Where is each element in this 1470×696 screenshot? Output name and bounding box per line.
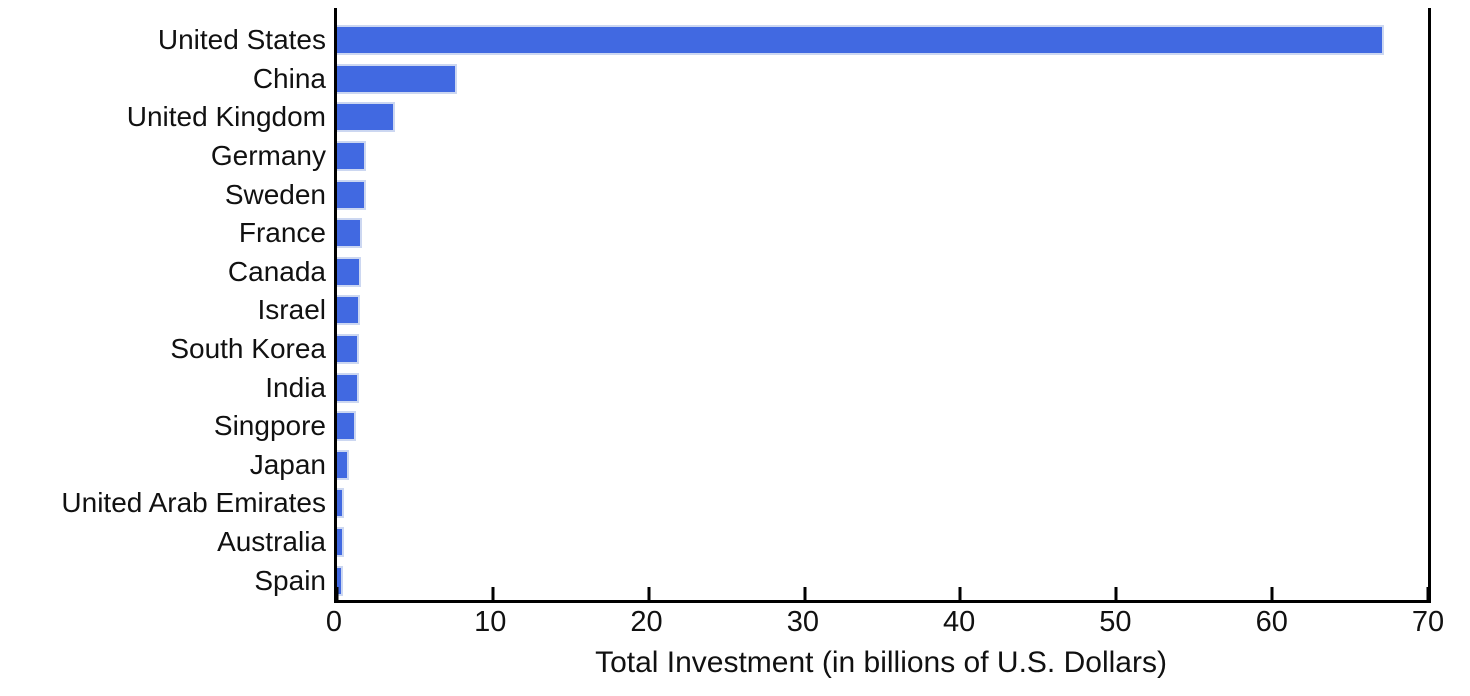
category-label-row: United States (0, 21, 326, 60)
category-label-row: United Kingdom (0, 98, 326, 137)
bar-row (337, 21, 1428, 60)
bar (337, 449, 349, 480)
x-tick-label: 70 (1411, 606, 1445, 638)
x-axis-title: Total Investment (in billions of U.S. Do… (595, 646, 1167, 679)
bar-row (337, 523, 1428, 562)
x-tick-mark (1426, 587, 1430, 600)
bar (337, 141, 366, 172)
x-tick-mark (958, 587, 962, 600)
category-label: Canada (227, 255, 326, 287)
x-tick-mark (491, 587, 495, 600)
bar-row (337, 561, 1428, 600)
bar-row (337, 98, 1428, 137)
bar (337, 218, 363, 249)
x-tick-mark (1270, 587, 1274, 600)
category-label: India (265, 371, 326, 403)
x-tick-labels: 0 10 20 30 40 50 60 70 (326, 606, 1444, 642)
bar (337, 565, 344, 596)
category-label-row: South Korea (0, 330, 326, 369)
category-label: France (238, 217, 326, 249)
bar-row (337, 368, 1428, 407)
category-label-row: Germany (0, 137, 326, 176)
bar-row (337, 214, 1428, 253)
category-label-row: France (0, 214, 326, 253)
category-labels: United States China United Kingdom Germany S… (0, 21, 326, 600)
category-label: China (252, 62, 326, 94)
category-label-row: Japan (0, 446, 326, 485)
category-label: Spain (254, 564, 326, 596)
category-label-row: India (0, 368, 326, 407)
bar (337, 488, 344, 519)
x-tick-label: 10 (474, 606, 507, 638)
bar-row (337, 484, 1428, 523)
bar-row (337, 253, 1428, 292)
x-tick-mark (1114, 587, 1118, 600)
x-tick-label: 50 (1099, 606, 1132, 638)
bar (337, 527, 345, 558)
bar-row (337, 407, 1428, 446)
bar (337, 334, 359, 365)
bar (337, 256, 362, 287)
category-label: United Arab Emirates (61, 487, 326, 519)
category-label: Singpore (213, 410, 326, 442)
x-tick-label: 0 (325, 606, 343, 638)
bars-container (337, 21, 1428, 600)
category-label-row: Sweden (0, 175, 326, 214)
bar (337, 411, 356, 442)
category-label: United Kingdom (126, 101, 326, 133)
bar (337, 372, 359, 403)
category-label-row: Canada (0, 253, 326, 292)
bar-row (337, 291, 1428, 330)
bar (337, 25, 1385, 56)
x-tick-mark (647, 587, 651, 600)
category-label: Germany (210, 140, 326, 172)
bar-row (337, 60, 1428, 99)
plot-area (334, 8, 1431, 603)
x-tick-label: 20 (630, 606, 663, 638)
x-tick-label: 30 (786, 606, 819, 638)
x-tick-mark (803, 587, 807, 600)
category-label: Australia (217, 526, 326, 558)
bar (337, 102, 395, 133)
category-label-row: Israel (0, 291, 326, 330)
bar (337, 63, 457, 94)
category-label: South Korea (170, 333, 326, 365)
x-tick-label: 40 (943, 606, 976, 638)
bar-row (337, 137, 1428, 176)
category-label: United States (157, 24, 326, 56)
category-label-row: Spain (0, 561, 326, 600)
bar-row (337, 175, 1428, 214)
category-label: Israel (257, 294, 326, 326)
category-label: Sweden (224, 178, 326, 210)
category-label-row: United Arab Emirates (0, 484, 326, 523)
category-label-row: Singpore (0, 407, 326, 446)
category-label-row: Australia (0, 523, 326, 562)
category-label: Japan (249, 448, 326, 480)
bar (337, 295, 360, 326)
x-tick-label: 60 (1255, 606, 1288, 638)
category-label-row: China (0, 60, 326, 99)
bar-row (337, 446, 1428, 485)
x-tick-mark (335, 587, 339, 600)
bar (337, 179, 366, 210)
bar-row (337, 330, 1428, 369)
